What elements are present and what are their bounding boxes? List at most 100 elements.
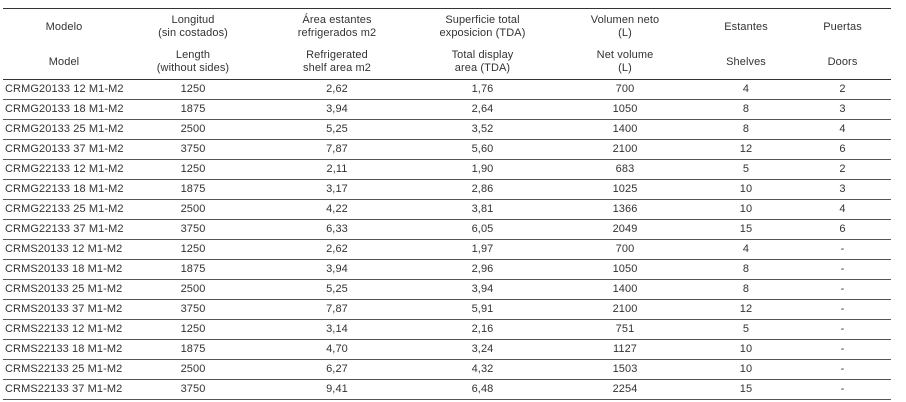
cell-shelf-area: 5,25 [261,279,413,300]
cell-length: 1250 [125,159,261,180]
cell-shelves: 4 [698,239,794,260]
cell-net-volume: 1503 [552,359,698,380]
cell-doors: - [794,319,891,340]
table-row: CRMS20133 12 M1-M2 1250 2,62 1,97 700 4- [3,239,891,260]
cell-length: 1250 [125,79,261,100]
table-row: CRMG22133 12 M1-M2 1250 2,11 1,90 683 5 2 [3,159,891,180]
cell-display-area: 3,94 [413,279,552,300]
cell-net-volume: 1400 [552,119,698,140]
header-display-area-es: Superficie total exposicion (TDA) [439,14,526,39]
cell-net-volume: 1050 [552,99,698,120]
cell-doors: - [794,239,891,260]
header-length-en: Length (without sides) [156,49,230,74]
cell-shelf-area: 4,22 [261,199,413,220]
cell-length: 1875 [125,99,261,120]
cell-shelves: 15 [698,379,794,400]
cell-shelf-area: 6,27 [261,359,413,380]
cell-model: CRMG20133 18 M1-M2 [3,99,125,120]
cell-shelves: 10 [698,339,794,360]
cell-shelf-area: 7,87 [261,299,413,320]
cell-model: CRMS20133 12 M1-M2 [3,239,125,260]
cell-display-area: 6,05 [413,219,552,240]
cell-display-area: 2,96 [413,259,552,280]
cell-length: 3750 [125,299,261,320]
cell-model: CRMG20133 12 M1-M2 [3,79,125,100]
cell-model: CRMG22133 12 M1-M2 [3,159,125,180]
cell-doors: 4 [794,119,891,140]
cell-display-area: 5,91 [413,299,552,320]
table-row: CRMG20133 12 M1-M2 1250 2,62 1,76 700 4 2 [3,79,891,100]
cell-doors: - [794,279,891,300]
cell-doors: 3 [794,179,891,200]
cell-net-volume: 2254 [552,379,698,400]
cell-model: CRMS22133 37 M1-M2 [3,379,125,400]
cell-net-volume: 1050 [552,259,698,280]
cell-length: 1875 [125,179,261,200]
cell-display-area: 5,60 [413,139,552,160]
spec-table: Modelo Longitud (sin costados) Área esta… [3,8,891,400]
cell-length: 1875 [125,259,261,280]
header-net-volume-en: Net volume (L) [596,49,654,74]
cell-shelf-area: 6,33 [261,219,413,240]
cell-shelves: 10 [698,199,794,220]
cell-display-area: 2,64 [413,99,552,120]
cell-display-area: 1,90 [413,159,552,180]
cell-length: 1250 [125,319,261,340]
cell-model: CRMS20133 25 M1-M2 [3,279,125,300]
header-model-en: Model [48,55,80,68]
cell-doors: 2 [794,159,891,180]
table-row: CRMS20133 25 M1-M2 2500 5,25 3,94 1400 8- [3,279,891,300]
cell-display-area: 3,81 [413,199,552,220]
header-shelves-en: Shelves [726,55,766,68]
cell-shelf-area: 3,94 [261,99,413,120]
cell-net-volume: 683 [552,159,698,180]
cell-display-area: 2,16 [413,319,552,340]
header-length-es: Longitud (sin costados) [158,14,228,39]
cell-shelf-area: 5,25 [261,119,413,140]
cell-model: CRMS22133 18 M1-M2 [3,339,125,360]
cell-shelves: 15 [698,219,794,240]
table-row: CRMG20133 18 M1-M2 1875 3,94 2,64 1050 8 3 [3,99,891,120]
table-row: CRMG22133 18 M1-M2 1875 3,17 2,86 1025 10 3 [3,179,891,200]
header-display-area-en: Total display area (TDA) [451,49,514,74]
cell-length: 2500 [125,359,261,380]
table-row: CRMS20133 18 M1-M2 1875 3,94 2,96 1050 8- [3,259,891,280]
cell-model: CRMG22133 37 M1-M2 [3,219,125,240]
cell-doors: - [794,299,891,320]
cell-shelf-area: 4,70 [261,339,413,360]
table-header: Modelo Longitud (sin costados) Área esta… [3,8,891,80]
cell-shelf-area: 9,41 [261,379,413,400]
cell-doors: 6 [794,219,891,240]
cell-net-volume: 751 [552,319,698,340]
cell-net-volume: 2100 [552,299,698,320]
header-doors-en: Doors [827,55,858,68]
cell-length: 1875 [125,339,261,360]
cell-shelves: 4 [698,79,794,100]
header-shelves-es: Estantes [724,20,768,33]
cell-net-volume: 2049 [552,219,698,240]
cell-display-area: 3,24 [413,339,552,360]
cell-shelves: 12 [698,299,794,320]
cell-shelf-area: 3,17 [261,179,413,200]
cell-shelf-area: 2,62 [261,239,413,260]
cell-shelves: 8 [698,99,794,120]
cell-length: 3750 [125,219,261,240]
header-row-english: Model Length (without sides) Refrigerate… [3,45,891,80]
table-row: CRMS20133 37 M1-M2 3750 7,87 5,91 2100 12- [3,299,891,320]
cell-model: CRMG20133 37 M1-M2 [3,139,125,160]
cell-model: CRMG20133 25 M1-M2 [3,119,125,140]
cell-length: 3750 [125,139,261,160]
cell-shelves: 5 [698,319,794,340]
table-row: CRMS22133 25 M1-M2 2500 6,27 4,32 1503 10- [3,359,891,380]
header-shelf-area-en: Refrigerated shelf area m2 [303,49,371,74]
cell-shelves: 10 [698,359,794,380]
cell-model: CRMS20133 18 M1-M2 [3,259,125,280]
cell-length: 2500 [125,279,261,300]
cell-model: CRMG22133 25 M1-M2 [3,199,125,220]
cell-display-area: 6,48 [413,379,552,400]
cell-shelves: 12 [698,139,794,160]
cell-net-volume: 1025 [552,179,698,200]
table-row: CRMG20133 37 M1-M2 3750 7,87 5,60 2100 12 6 [3,139,891,160]
cell-model: CRMG22133 18 M1-M2 [3,179,125,200]
